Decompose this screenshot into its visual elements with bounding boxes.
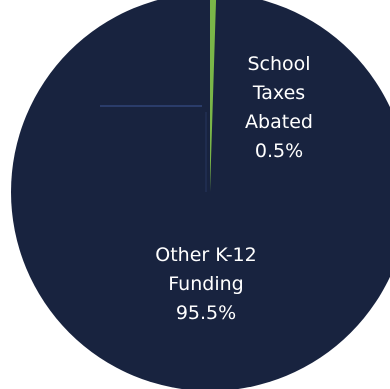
label-other-k12-funding-line-1: Funding [168,273,243,295]
pie-slices [11,0,390,389]
label-other-k12-funding-line-2: 95.5% [176,302,236,324]
pie-labels: School Taxes Abated 0.5% Other K-12 Funding 95… [155,53,313,324]
label-school-taxes-abated-line-2: Abated [245,111,313,133]
label-school-taxes-abated-line-0: School [247,53,310,75]
pie-disc [11,0,390,389]
label-school-taxes-abated-line-1: Taxes [252,82,305,104]
pie-slice-school-taxes-abated [210,0,217,192]
label-school-taxes-abated-line-3: 0.5% [255,140,303,162]
label-other-k12-funding-line-0: Other K-12 [155,244,257,266]
